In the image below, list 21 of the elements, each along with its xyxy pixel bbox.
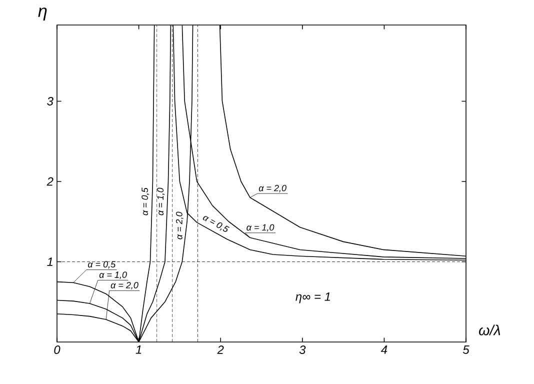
series-label: α = 1,0 bbox=[246, 224, 274, 232]
y-axis-title: η bbox=[38, 8, 47, 20]
x-tick-label: 5 bbox=[462, 346, 470, 354]
series-label: α = 2,0 bbox=[258, 184, 286, 192]
x-tick-label: 0 bbox=[54, 346, 60, 354]
text: α = 2,0 bbox=[176, 212, 184, 240]
y-tick-label: 3 bbox=[47, 96, 54, 106]
text: α = 2,0 bbox=[110, 282, 138, 290]
text: α = 1,0 bbox=[99, 272, 127, 279]
y-tick-label: 2 bbox=[46, 177, 54, 186]
x-tick-label: 2 bbox=[217, 346, 224, 354]
text: α = 1,0 bbox=[157, 188, 165, 216]
series-label: α = 0,5 bbox=[88, 261, 116, 269]
x-axis-title: ω/λ bbox=[479, 324, 500, 336]
x-tick-label: 1 bbox=[136, 346, 142, 354]
x-tick-label: 3 bbox=[299, 346, 306, 354]
x-tick-label: 4 bbox=[380, 346, 388, 354]
text: α = 0,5 bbox=[142, 188, 150, 216]
text: α = 0,5 bbox=[202, 216, 230, 232]
ref-line-label: η∞ = 1 bbox=[296, 292, 330, 304]
y-tick-label: 1 bbox=[47, 258, 52, 266]
